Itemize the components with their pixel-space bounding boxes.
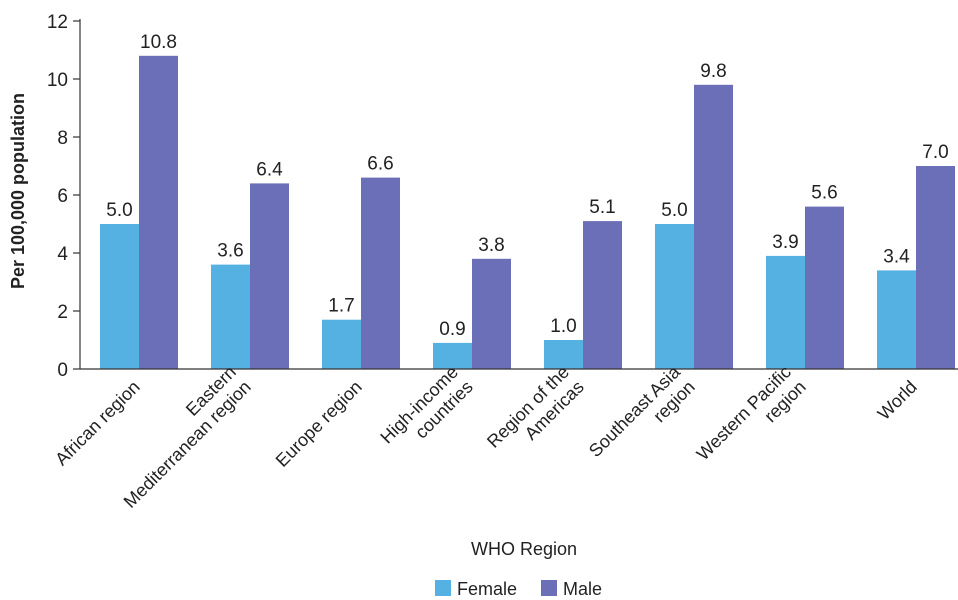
- bar-female: [322, 319, 361, 369]
- legend: Female Male: [435, 579, 602, 599]
- data-label-female: 5.0: [661, 200, 687, 221]
- y-tick-label: 0: [57, 360, 68, 381]
- data-label-female: 5.0: [106, 200, 132, 221]
- category-label: African region: [51, 377, 144, 470]
- bar-male: [250, 183, 289, 369]
- category-label: High-incomecountries: [376, 362, 476, 462]
- y-tick-label: 8: [57, 128, 68, 149]
- y-axis: 0 2 4 6 8 10 12: [47, 12, 81, 381]
- bar-female: [100, 224, 139, 369]
- category-label: Southeast Asiaregion: [585, 361, 700, 476]
- data-label-female: 1.7: [328, 296, 354, 317]
- data-label-female: 1.0: [550, 316, 576, 337]
- bar-male: [361, 177, 400, 369]
- y-tick-label: 12: [47, 12, 68, 33]
- data-label-female: 3.6: [217, 241, 243, 262]
- legend-swatch-male: [541, 580, 557, 596]
- y-tick-label: 6: [57, 186, 68, 207]
- data-label-male: 7.0: [922, 142, 948, 163]
- bar-male: [139, 55, 178, 370]
- category-label-line: African region: [51, 377, 144, 470]
- x-axis: African region EasternMediterranean regio…: [51, 361, 958, 512]
- bar-male: [805, 206, 844, 369]
- category-label: Western Pacificregion: [693, 362, 810, 479]
- category-label-line: Mediterranean region: [120, 377, 255, 512]
- y-tick-label: 2: [57, 302, 68, 323]
- data-labels: 5.0 10.8 3.6 6.4 1.7 6.6 0.9 3.8 1.0 5.1 5.0 9.8 3.9…: [106, 32, 948, 340]
- data-label-female: 0.9: [439, 319, 465, 340]
- data-label-male: 5.1: [589, 197, 615, 218]
- bar-male: [916, 166, 955, 369]
- data-label-female: 3.4: [883, 246, 910, 267]
- bar-male: [472, 258, 511, 369]
- category-label-line: World: [874, 377, 921, 424]
- data-label-male: 3.8: [478, 235, 504, 256]
- category-label-line: Europe region: [272, 377, 366, 471]
- bar-female: [877, 270, 916, 369]
- legend-label-male: Male: [563, 579, 602, 599]
- data-label-male: 10.8: [140, 32, 177, 53]
- legend-swatch-female: [435, 580, 451, 596]
- bar-male: [694, 84, 733, 370]
- category-label: Europe region: [272, 377, 366, 471]
- bar-female: [766, 255, 805, 369]
- bar-male: [583, 221, 622, 369]
- bars: [100, 55, 955, 370]
- y-tick-label: 4: [57, 244, 68, 265]
- x-axis-title: WHO Region: [471, 539, 577, 559]
- bar-female: [544, 340, 583, 369]
- data-label-male: 9.8: [700, 61, 726, 82]
- legend-label-female: Female: [457, 579, 517, 599]
- bar-female: [655, 224, 694, 369]
- y-axis-title: Per 100,000 population: [8, 93, 28, 289]
- data-label-male: 6.6: [367, 154, 393, 175]
- category-label: Region of theAmericas: [483, 362, 588, 467]
- y-tick-label: 10: [47, 70, 68, 91]
- category-label: World: [874, 377, 921, 424]
- data-label-female: 3.9: [772, 232, 798, 253]
- bar-female: [433, 342, 472, 369]
- bar-female: [211, 264, 250, 369]
- data-label-male: 6.4: [256, 159, 283, 180]
- data-label-male: 5.6: [811, 183, 837, 204]
